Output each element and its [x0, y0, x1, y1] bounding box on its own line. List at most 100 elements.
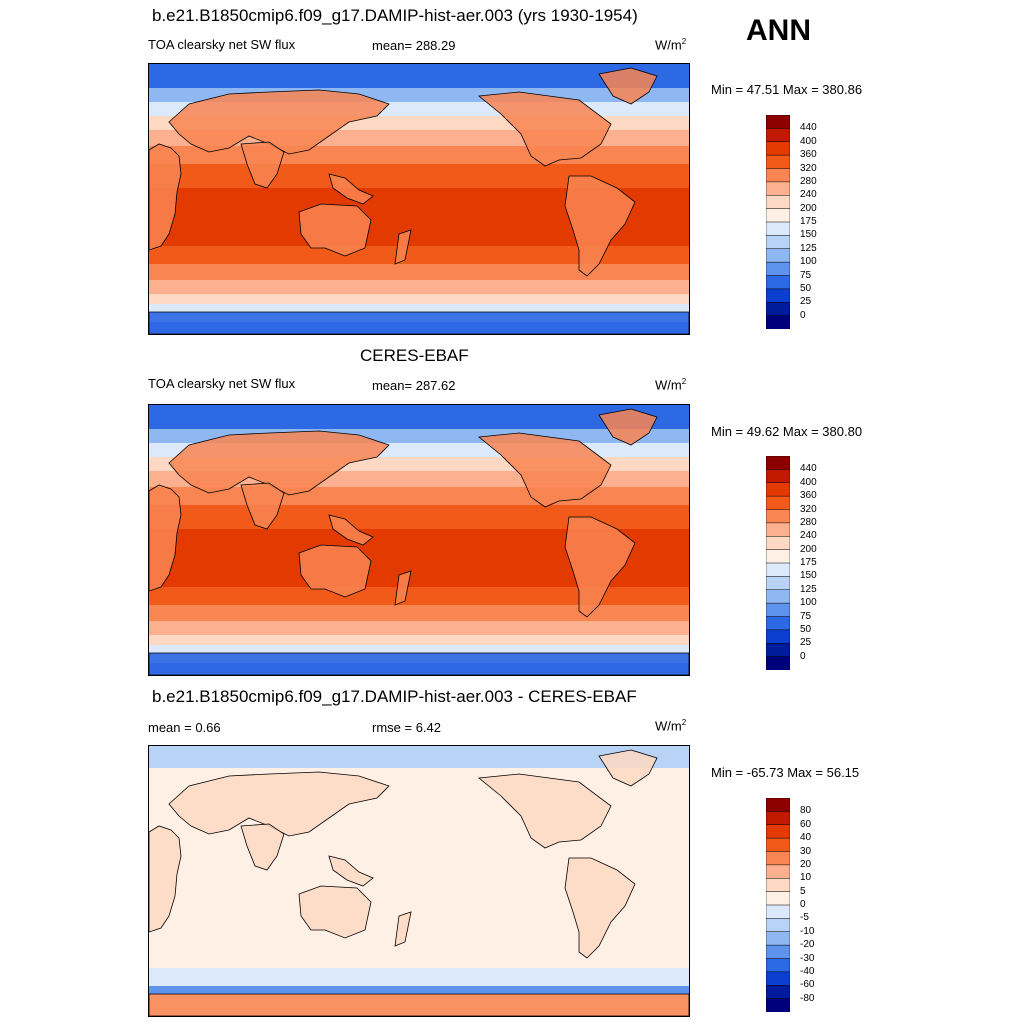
- latitude-band: [149, 146, 689, 164]
- panel-2-mean-label: mean= 287.62: [372, 378, 456, 393]
- colorbar-swatch: [766, 235, 790, 250]
- colorbar-swatch: [766, 643, 790, 658]
- panel-2-minmax: Min = 49.62 Max = 380.80: [711, 424, 863, 439]
- colorbar-swatch: [766, 154, 790, 170]
- colorbar-tick-label: 80: [800, 805, 812, 817]
- panel-1-mean-label: mean= 288.29: [372, 38, 456, 53]
- colorbar-tick-label: -10: [800, 925, 815, 937]
- colorbar-tick-label: 125: [800, 583, 817, 595]
- colorbar-swatch: [766, 629, 790, 644]
- colorbar-tick-label: 100: [800, 256, 817, 268]
- landmass-outline: [598, 749, 658, 787]
- colorbar-tick-label: 200: [800, 543, 817, 555]
- colorbar-tick-label: 280: [800, 516, 817, 528]
- colorbar-swatch: [766, 536, 790, 551]
- landmass-outline: [328, 173, 374, 205]
- colorbar-swatch: [766, 509, 790, 524]
- colorbar-swatch: [766, 495, 790, 511]
- colorbar-swatch: [766, 248, 790, 263]
- colorbar-tick-label: 40: [800, 832, 812, 844]
- latitude-band: [149, 294, 689, 304]
- latitude-band: [149, 264, 689, 280]
- panel-1-minmax: Min = 47.51 Max = 380.86: [711, 82, 863, 97]
- latitude-band: [149, 405, 689, 429]
- colorbar-swatch: [766, 302, 790, 317]
- colorbar-tick-label: 320: [800, 162, 817, 174]
- landmass-outline: [298, 885, 372, 939]
- colorbar-tick-label: -80: [800, 992, 815, 1004]
- colorbar-swatch: [766, 141, 790, 156]
- panel-3-units: W/m2: [655, 718, 687, 734]
- landmass-outline: [149, 993, 689, 1016]
- panel-3-map: [148, 745, 690, 1017]
- colorbar-tick-label: 50: [800, 282, 812, 294]
- colorbar-swatch: [766, 482, 790, 497]
- latitude-band: [149, 605, 689, 621]
- latitude-band: [149, 746, 689, 768]
- colorbar-swatch: [766, 944, 790, 960]
- landmass-outline: [240, 482, 285, 530]
- panel-1-variable-label: TOA clearsky net SW flux: [148, 37, 296, 52]
- colorbar-swatch: [766, 891, 790, 906]
- colorbar-tick-label: 360: [800, 149, 817, 161]
- colorbar-tick-label: 240: [800, 189, 817, 201]
- colorbar-tick-label: -30: [800, 952, 815, 964]
- panel-3-rmse-label: rmse = 6.42: [372, 720, 442, 735]
- season-label: ANN: [746, 14, 811, 47]
- colorbar-swatch: [766, 221, 790, 236]
- latitude-band: [149, 587, 689, 605]
- colorbar-swatch: [766, 904, 790, 919]
- colorbar-swatch: [766, 115, 790, 129]
- landmass-outline: [394, 570, 412, 606]
- colorbar-swatch: [766, 878, 790, 893]
- latitude-band: [149, 635, 689, 645]
- colorbar-tick-label: 240: [800, 530, 817, 542]
- colorbar-swatch: [766, 851, 790, 866]
- colorbar-swatch: [766, 998, 790, 1012]
- colorbar-tick-label: 400: [800, 476, 817, 488]
- landmass-outline: [564, 175, 636, 277]
- landmass-outline: [328, 514, 374, 546]
- landmass-outline: [240, 141, 285, 189]
- panel-3-title: b.e21.B1850cmip6.f09_g17.DAMIP-hist-aer.…: [152, 687, 637, 706]
- landmass-outline: [564, 516, 636, 618]
- colorbar-swatch: [766, 275, 790, 290]
- landmass-outline: [298, 203, 372, 257]
- colorbar-swatch: [766, 918, 790, 933]
- colorbar-tick-label: 30: [800, 845, 812, 857]
- colorbar-tick-label: 360: [800, 490, 817, 502]
- colorbar-tick-label: 0: [800, 309, 806, 321]
- landmass-outline: [394, 911, 412, 947]
- colorbar-tick-label: -60: [800, 979, 815, 991]
- colorbar-tick-label: 0: [800, 899, 806, 910]
- landmass-outline: [149, 484, 182, 592]
- landmass-outline: [240, 823, 285, 871]
- colorbar-tick-label: 25: [800, 296, 812, 308]
- latitude-band: [149, 246, 689, 264]
- colorbar-tick-label: 440: [800, 463, 817, 475]
- colorbar-swatch: [766, 208, 790, 223]
- colorbar-swatch: [766, 261, 790, 277]
- landmass-outline: [477, 432, 612, 508]
- colorbar-tick-label: 50: [800, 623, 812, 635]
- colorbar-swatch: [766, 549, 790, 564]
- latitude-band: [149, 621, 689, 635]
- colorbar-swatch: [766, 931, 790, 946]
- colorbar-tick-label: 150: [800, 570, 817, 582]
- latitude-band: [149, 64, 689, 88]
- latitude-band: [149, 968, 689, 986]
- latitude-band: [149, 280, 689, 294]
- landmass-outline: [168, 89, 390, 155]
- colorbar-swatch: [766, 522, 790, 537]
- colorbar-tick-label: -40: [800, 965, 815, 977]
- landmass-outline: [168, 771, 390, 837]
- colorbar-swatch: [766, 837, 790, 853]
- colorbar-tick-label: 0: [800, 650, 806, 662]
- colorbar-swatch: [766, 469, 790, 484]
- colorbar-swatch: [766, 589, 790, 604]
- colorbar-swatch: [766, 576, 790, 591]
- latitude-band: [149, 986, 689, 994]
- colorbar-swatch: [766, 656, 790, 670]
- colorbar-tick-label: 440: [800, 122, 817, 134]
- colorbar-swatch: [766, 798, 790, 812]
